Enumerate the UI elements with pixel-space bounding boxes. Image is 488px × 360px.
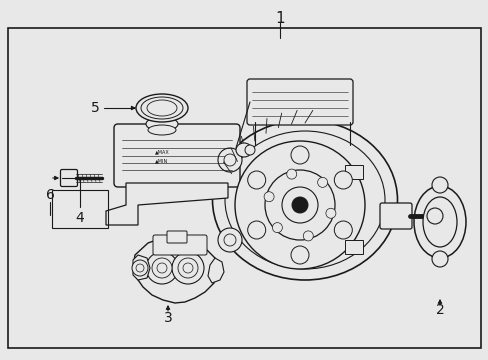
Circle shape [291,197,307,213]
Text: 3: 3 [163,311,172,325]
Circle shape [431,177,447,193]
FancyBboxPatch shape [167,231,186,243]
Circle shape [286,169,296,179]
Ellipse shape [413,186,465,258]
Circle shape [247,221,265,239]
FancyBboxPatch shape [153,235,206,255]
FancyBboxPatch shape [114,124,240,187]
Bar [8,28,480,348]
Text: 2: 2 [435,303,444,317]
Circle shape [334,221,351,239]
Circle shape [178,258,198,278]
Polygon shape [106,183,227,225]
Circle shape [218,148,242,172]
Polygon shape [133,237,218,303]
Circle shape [264,192,274,202]
Text: ▲MAX: ▲MAX [155,149,169,154]
Text: 6: 6 [45,188,54,202]
Text: 4: 4 [76,211,84,225]
Circle shape [132,260,148,276]
Ellipse shape [224,131,384,269]
Circle shape [247,171,265,189]
Circle shape [282,187,317,223]
Ellipse shape [422,197,456,247]
Circle shape [290,146,308,164]
FancyBboxPatch shape [61,170,77,186]
Circle shape [218,228,242,252]
Ellipse shape [148,125,176,135]
Circle shape [224,234,236,246]
Polygon shape [207,258,224,283]
FancyBboxPatch shape [246,79,352,125]
Circle shape [136,264,143,272]
Bar [52,190,108,228]
Ellipse shape [212,120,397,280]
Circle shape [172,252,203,284]
Circle shape [334,171,351,189]
Ellipse shape [136,94,187,122]
Circle shape [272,222,282,233]
FancyBboxPatch shape [379,203,411,229]
Circle shape [317,177,327,187]
Text: 1: 1 [275,10,284,26]
Polygon shape [133,255,150,280]
Circle shape [303,231,313,241]
Circle shape [224,154,236,166]
Ellipse shape [146,117,178,131]
Text: ▲MIN: ▲MIN [155,158,168,163]
Bar [345,165,362,179]
Ellipse shape [147,100,177,116]
Circle shape [244,145,254,155]
Ellipse shape [141,97,183,119]
Circle shape [146,252,178,284]
Circle shape [152,258,172,278]
Bar [345,240,362,254]
Text: 5: 5 [91,101,100,115]
Circle shape [157,263,167,273]
Circle shape [426,208,442,224]
Ellipse shape [236,143,251,157]
Circle shape [290,246,308,264]
Circle shape [325,208,335,218]
Circle shape [264,170,334,240]
Ellipse shape [235,141,364,269]
Circle shape [183,263,193,273]
Circle shape [431,251,447,267]
